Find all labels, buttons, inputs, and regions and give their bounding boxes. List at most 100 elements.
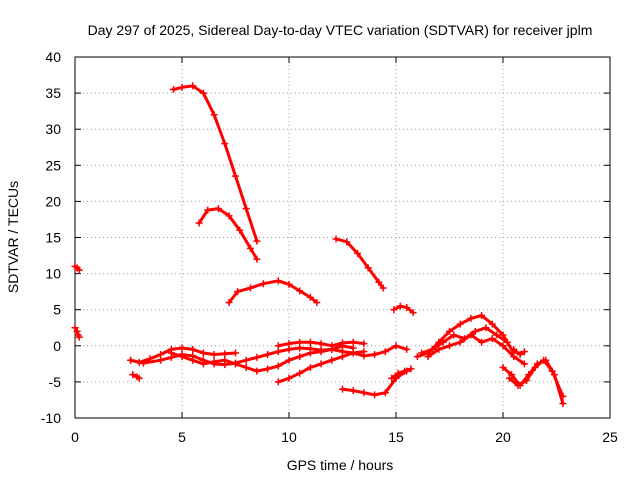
data-point-marker: [456, 320, 464, 328]
data-point-marker: [508, 371, 516, 379]
y-tick-label: 40: [45, 49, 61, 65]
data-point-marker: [353, 249, 361, 257]
data-point-marker: [505, 374, 513, 382]
data-point-marker: [317, 340, 325, 348]
data-point-marker: [343, 238, 351, 246]
data-point-marker: [169, 85, 177, 93]
data-point-marker: [499, 331, 507, 339]
series-arc-18: [424, 331, 528, 368]
data-point-marker: [523, 376, 531, 384]
data-point-marker: [418, 349, 426, 357]
data-point-marker: [540, 356, 548, 364]
data-point-marker: [232, 349, 239, 357]
data-point-marker: [360, 340, 368, 348]
data-point-marker: [328, 342, 336, 350]
data-point-marker: [285, 340, 293, 348]
data-point-marker: [446, 342, 453, 350]
data-point-marker: [349, 387, 357, 395]
data-point-marker: [388, 374, 396, 382]
data-point-marker: [360, 389, 368, 397]
data-point-marker: [520, 348, 528, 356]
data-point-marker: [360, 348, 368, 356]
data-point-marker: [139, 359, 147, 367]
data-point-marker: [379, 284, 387, 292]
data-point-marker: [274, 378, 282, 386]
data-point-marker: [403, 345, 411, 353]
data-point-marker: [296, 369, 304, 377]
data-point-marker: [339, 353, 346, 361]
y-tick-label: 35: [45, 85, 61, 101]
chart-gridlines: [75, 57, 610, 418]
data-point-marker: [285, 374, 293, 382]
data-point-marker: [439, 338, 447, 346]
data-point-marker: [371, 391, 379, 399]
series-line: [171, 84, 259, 243]
data-point-marker: [178, 83, 186, 91]
data-point-marker: [221, 350, 229, 358]
data-point-marker: [510, 353, 518, 361]
data-point-marker: [242, 356, 250, 364]
series-arc-11: [274, 338, 368, 350]
data-point-marker: [210, 111, 218, 119]
data-point-marker: [236, 226, 244, 234]
series-arc-13: [274, 348, 368, 386]
y-tick-label: -10: [41, 410, 61, 426]
data-point-marker: [75, 333, 83, 341]
data-point-marker: [514, 382, 522, 390]
data-point-marker: [349, 349, 357, 357]
data-point-marker: [471, 327, 479, 335]
y-tick-label: 15: [45, 230, 61, 246]
data-point-marker: [210, 358, 218, 366]
axis-ticks: [74, 56, 611, 419]
data-point-marker: [157, 356, 165, 364]
y-tick-label: -5: [49, 374, 62, 390]
data-point-marker: [234, 288, 242, 296]
data-point-marker: [317, 360, 325, 368]
series-arc-12: [129, 371, 143, 382]
data-point-marker: [71, 324, 79, 332]
x-tick-label: 20: [495, 429, 511, 445]
data-point-marker: [253, 255, 261, 263]
data-point-marker: [516, 350, 524, 358]
y-tick-label: 30: [45, 121, 61, 137]
data-point-marker: [482, 324, 490, 332]
x-tick-label: 5: [178, 429, 186, 445]
y-tick-label: 0: [53, 338, 61, 354]
data-point-marker: [364, 264, 372, 272]
y-tick-label: 20: [45, 193, 61, 209]
data-point-marker: [371, 350, 379, 358]
data-point-marker: [381, 348, 389, 356]
data-point-marker: [349, 338, 357, 346]
data-point-marker: [129, 371, 137, 379]
data-point-marker: [259, 280, 267, 288]
data-point-marker: [401, 367, 409, 375]
series-arc-10: [167, 342, 357, 375]
data-point-marker: [488, 320, 496, 328]
data-point-marker: [296, 287, 304, 295]
data-point-marker: [503, 338, 511, 346]
data-point-marker: [317, 348, 325, 356]
data-point-marker: [446, 327, 453, 335]
data-point-marker: [178, 353, 186, 361]
x-tick-label: 25: [602, 429, 618, 445]
series-layer: [71, 82, 567, 408]
data-point-marker: [204, 206, 212, 214]
series-arc-06: [332, 235, 387, 292]
data-point-marker: [456, 338, 464, 346]
data-point-marker: [242, 363, 250, 371]
data-point-marker: [253, 367, 261, 375]
data-point-marker: [306, 293, 314, 301]
data-point-marker: [75, 266, 83, 274]
data-point-marker: [424, 353, 432, 361]
data-point-marker: [221, 140, 229, 148]
data-point-marker: [246, 244, 254, 252]
data-point-marker: [559, 400, 567, 408]
data-point-marker: [189, 356, 197, 364]
data-point-marker: [214, 205, 222, 213]
x-tick-labels: 0 5 10 15 20 25: [71, 429, 618, 445]
data-point-marker: [328, 356, 336, 364]
series-arc-07: [390, 302, 417, 317]
data-point-marker: [381, 389, 389, 397]
data-point-marker: [253, 237, 261, 245]
